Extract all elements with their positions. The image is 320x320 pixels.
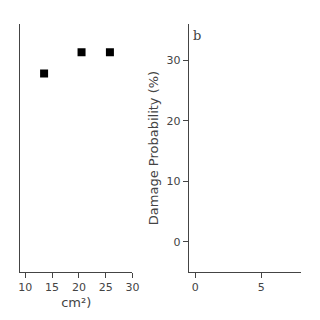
svg-text:10: 10 <box>18 281 32 294</box>
svg-text:15: 15 <box>45 281 59 294</box>
svg-text:30: 30 <box>125 281 139 294</box>
svg-text:20: 20 <box>72 281 86 294</box>
svg-text:0: 0 <box>192 281 199 294</box>
svg-text:30: 30 <box>166 54 180 67</box>
svg-text:b: b <box>193 28 201 43</box>
svg-text:cm²): cm²) <box>61 295 91 310</box>
svg-text:25: 25 <box>99 281 113 294</box>
svg-text:Damage Probability (%): Damage Probability (%) <box>146 71 161 225</box>
svg-text:0: 0 <box>173 236 180 249</box>
svg-text:10: 10 <box>166 175 180 188</box>
svg-text:20: 20 <box>166 115 180 128</box>
svg-text:5: 5 <box>258 281 265 294</box>
